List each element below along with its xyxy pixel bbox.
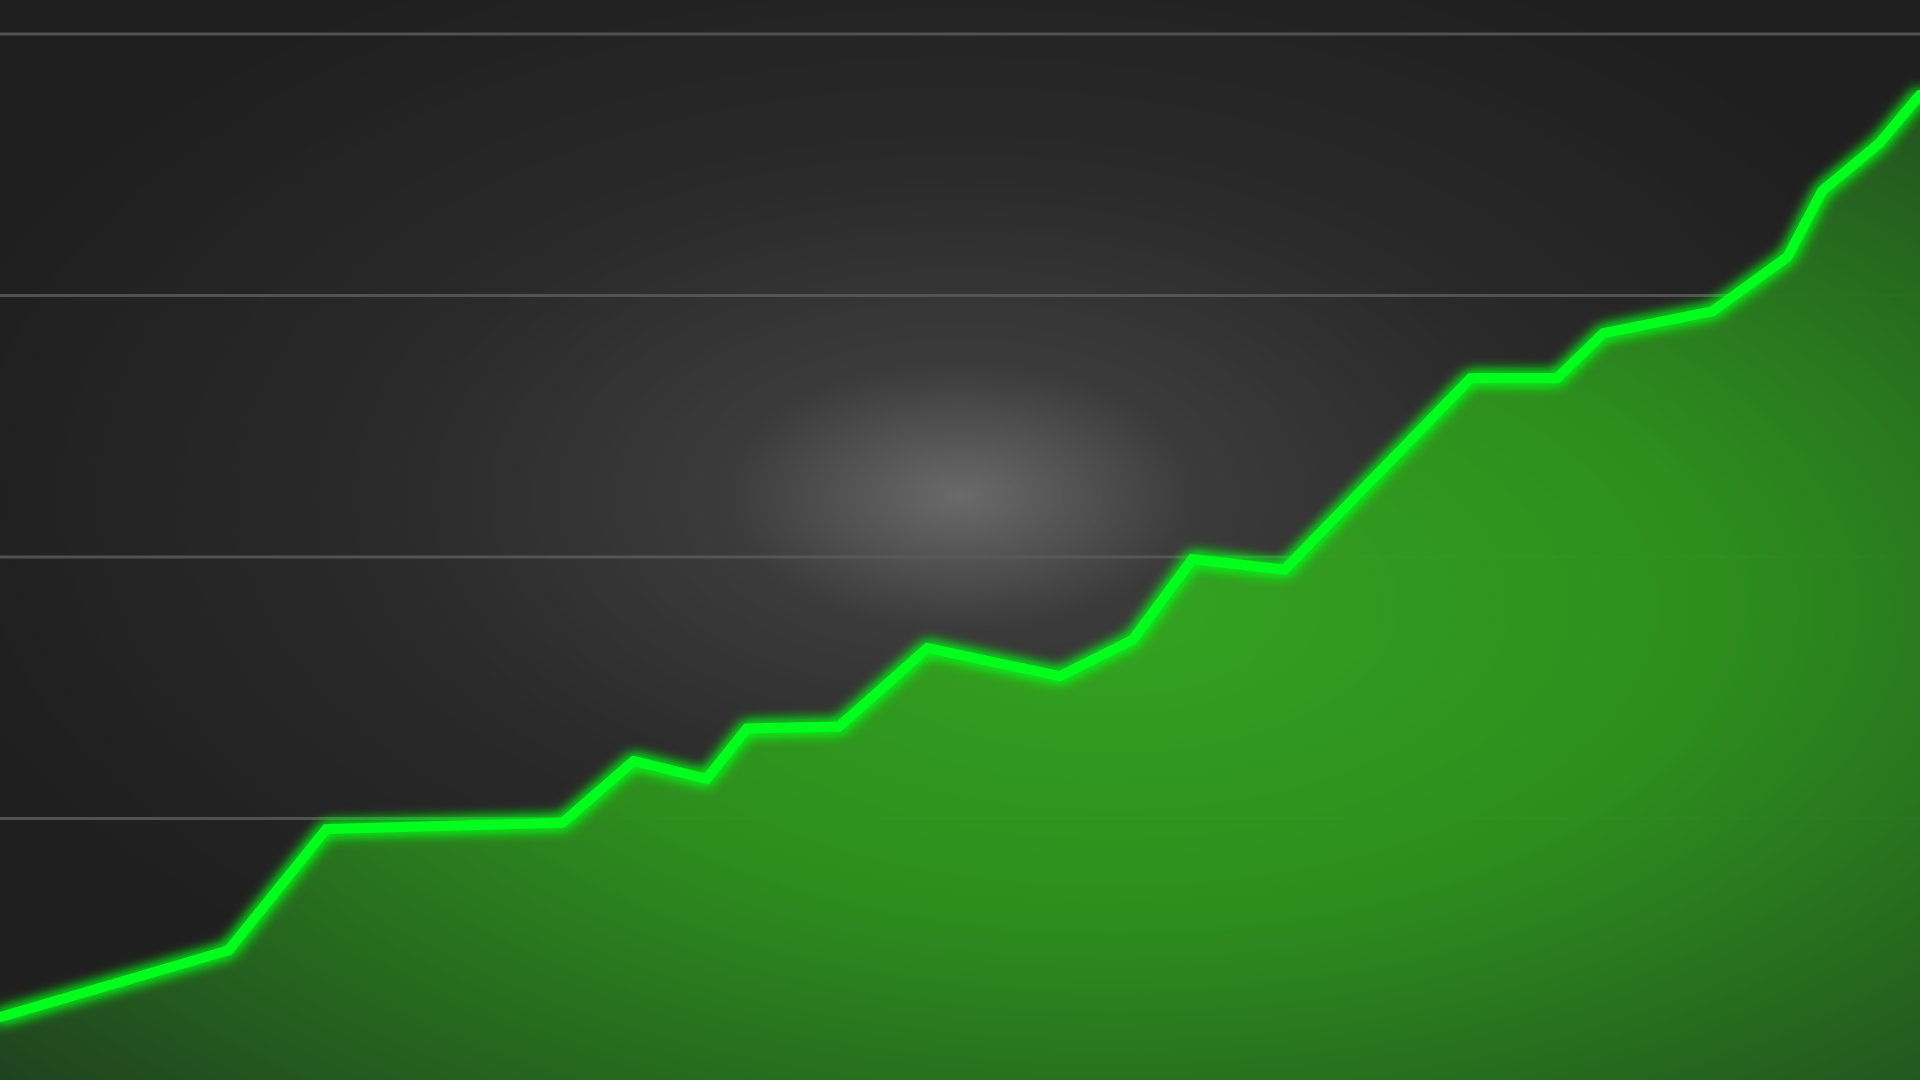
series-area-fill (0, 94, 1920, 1080)
series-line (0, 89, 1920, 1023)
